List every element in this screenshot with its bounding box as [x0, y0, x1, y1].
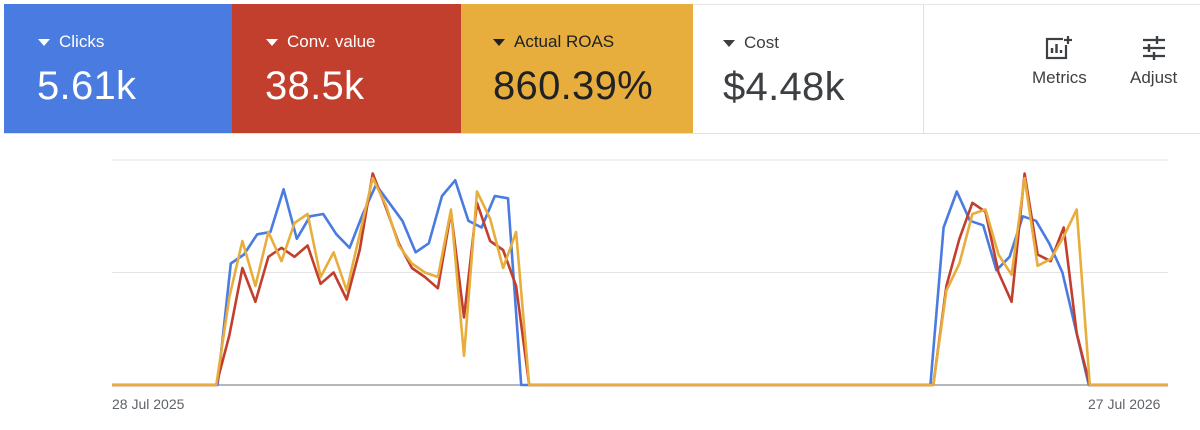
tune-sliders-icon — [1142, 36, 1165, 60]
scorecard-header: Clicks 5.61k Conv. value 38.5k Actual RO… — [0, 0, 1200, 134]
cost-label-text: Cost — [744, 33, 779, 52]
x-axis-end-date: 27 Jul 2026 — [1088, 396, 1161, 412]
actual-roas-value: 860.39% — [493, 64, 654, 108]
line-chart — [112, 159, 1168, 387]
chart-toolbar: Metrics Adjust — [924, 4, 1200, 134]
caret-down-icon — [38, 39, 50, 46]
adjust-button[interactable]: Adjust — [1130, 35, 1177, 88]
metric-tile-cost[interactable]: Cost $4.48k — [693, 4, 924, 133]
caret-down-icon — [266, 39, 278, 46]
metric-tile-conv-value[interactable]: Conv. value 38.5k — [232, 4, 461, 133]
caret-down-icon — [493, 39, 505, 46]
metric-label-actual-roas: Actual ROAS — [493, 32, 614, 52]
metric-label-cost: Cost — [723, 33, 779, 53]
performance-chart: 28 Jul 2025 27 Jul 2026 — [4, 133, 1200, 430]
adjust-label: Adjust — [1130, 68, 1178, 87]
metrics-button[interactable]: Metrics — [1032, 35, 1087, 88]
series-line-2 — [112, 176, 1168, 387]
metric-tile-actual-roas[interactable]: Actual ROAS 860.39% — [461, 4, 693, 133]
conv-value-value: 38.5k — [265, 64, 365, 108]
metrics-label: Metrics — [1032, 68, 1087, 87]
conv-value-label-text: Conv. value — [287, 32, 376, 51]
clicks-value: 5.61k — [37, 64, 137, 108]
metric-label-clicks: Clicks — [38, 32, 104, 52]
metric-label-conv-value: Conv. value — [266, 32, 376, 52]
clicks-label-text: Clicks — [59, 32, 105, 51]
add-chart-icon — [1046, 35, 1074, 60]
series-line-1 — [112, 172, 1168, 387]
caret-down-icon — [723, 40, 735, 47]
metric-tile-clicks[interactable]: Clicks 5.61k — [4, 4, 232, 133]
cost-value: $4.48k — [723, 65, 845, 109]
series-line-0 — [112, 178, 1168, 387]
actual-roas-label-text: Actual ROAS — [514, 32, 615, 51]
x-axis-start-date: 28 Jul 2025 — [112, 396, 185, 412]
